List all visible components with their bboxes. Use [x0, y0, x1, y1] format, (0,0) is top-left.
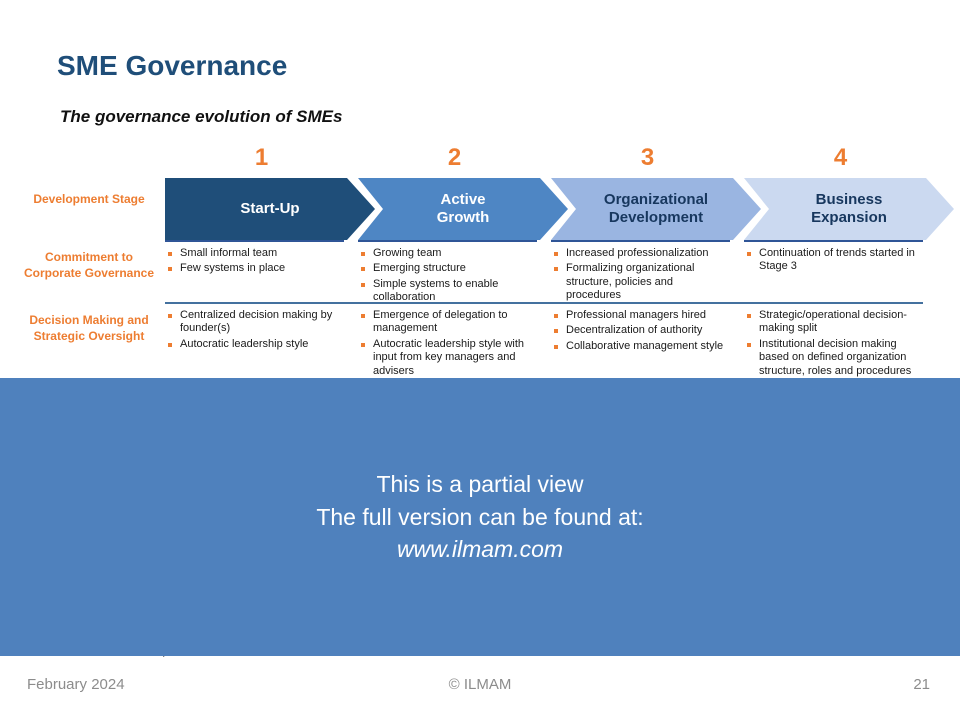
bullet-list: Growing team Emerging structure Simple s…: [358, 247, 537, 305]
bullet-item: Decentralization of authority: [551, 324, 730, 337]
stage-chevron-label: Active Growth: [436, 191, 490, 226]
bullet-item: Strategic/operational decision-making sp…: [744, 309, 923, 336]
overlay-url[interactable]: www.ilmam.com: [396, 536, 564, 563]
row-label-decision: Decision Making and Strategic Oversight: [29, 313, 149, 343]
overlay-line-1: This is a partial view: [376, 471, 584, 498]
bullet-item: Simple systems to enable collaboration: [358, 278, 537, 305]
bullet-item: Formalizing organizational structure, po…: [551, 262, 730, 302]
row-label-commitment: Commitment to Corporate Governance: [23, 250, 155, 280]
bullet-item: Institutional decision making based on d…: [744, 338, 923, 378]
decision-row: Centralized decision making by founder(s…: [165, 302, 923, 385]
decision-col-active-growth: Emergence of delegation to management Au…: [358, 309, 537, 385]
stage-chevron-label: Business Expansion: [811, 191, 887, 226]
slide-subtitle: The governance evolution of SMEs: [60, 107, 343, 126]
commitment-col-startup: Small informal team Few systems in place: [165, 240, 344, 307]
partial-view-overlay: This is a partial view The full version …: [0, 378, 960, 656]
bullet-list: Centralized decision making by founder(s…: [165, 309, 344, 351]
decision-col-business-expansion: Strategic/operational decision-making sp…: [744, 309, 923, 385]
decision-col-org-development: Professional managers hired Decentraliza…: [551, 309, 730, 385]
bullet-item: Centralized decision making by founder(s…: [165, 309, 344, 336]
bullet-item: Continuation of trends started in Stage …: [744, 247, 923, 274]
bullet-item: Few systems in place: [165, 262, 344, 275]
bullet-item: Growing team: [358, 247, 537, 260]
bullet-item: Autocratic leadership style with input f…: [358, 338, 537, 378]
stage-chevron-active-growth: Active Growth: [358, 178, 568, 240]
stage-chevron-label: Organizational Development: [603, 191, 709, 226]
bullet-item: Increased professionalization: [551, 247, 730, 260]
overlay-line-2: The full version can be found at:: [316, 503, 644, 530]
footer-date: February 2024: [27, 676, 125, 693]
bullet-list: Professional managers hired Decentraliza…: [551, 309, 730, 353]
stage-chevron-business-expansion: Business Expansion: [744, 178, 954, 240]
commitment-col-org-development: Increased professionalization Formalizin…: [551, 240, 730, 307]
footer-page-number: 21: [913, 676, 930, 693]
bullet-item: Autocratic leadership style: [165, 338, 344, 351]
bullet-list: Emergence of delegation to management Au…: [358, 309, 537, 378]
stage-number-2: 2: [447, 144, 462, 171]
bullet-item: Collaborative management style: [551, 340, 730, 353]
footer-copyright: © ILMAM: [448, 676, 512, 693]
commitment-col-business-expansion: Continuation of trends started in Stage …: [744, 240, 923, 307]
commitment-col-active-growth: Growing team Emerging structure Simple s…: [358, 240, 537, 307]
stage-number-1: 1: [254, 144, 269, 171]
bullet-list: Strategic/operational decision-making sp…: [744, 309, 923, 378]
bullet-list: Small informal team Few systems in place: [165, 247, 344, 276]
page-title: SME Governance: [57, 50, 288, 81]
bullet-item: Professional managers hired: [551, 309, 730, 322]
row-label-development-stage: Development Stage: [33, 192, 145, 206]
bullet-item: Small informal team: [165, 247, 344, 260]
stage-chevron-label: Start-Up: [240, 200, 300, 217]
stage-number-4: 4: [833, 144, 848, 171]
bullet-item: Emerging structure: [358, 262, 537, 275]
stage-number-3: 3: [640, 144, 655, 171]
bullet-item: Emergence of delegation to management: [358, 309, 537, 336]
commitment-row: Small informal team Few systems in place…: [165, 240, 923, 303]
decision-col-startup: Centralized decision making by founder(s…: [165, 309, 344, 385]
stage-chevron-organizational-development: Organizational Development: [551, 178, 761, 240]
bullet-list: Increased professionalization Formalizin…: [551, 247, 730, 303]
bullet-list: Continuation of trends started in Stage …: [744, 247, 923, 274]
stage-chevron-startup: Start-Up: [165, 178, 375, 240]
